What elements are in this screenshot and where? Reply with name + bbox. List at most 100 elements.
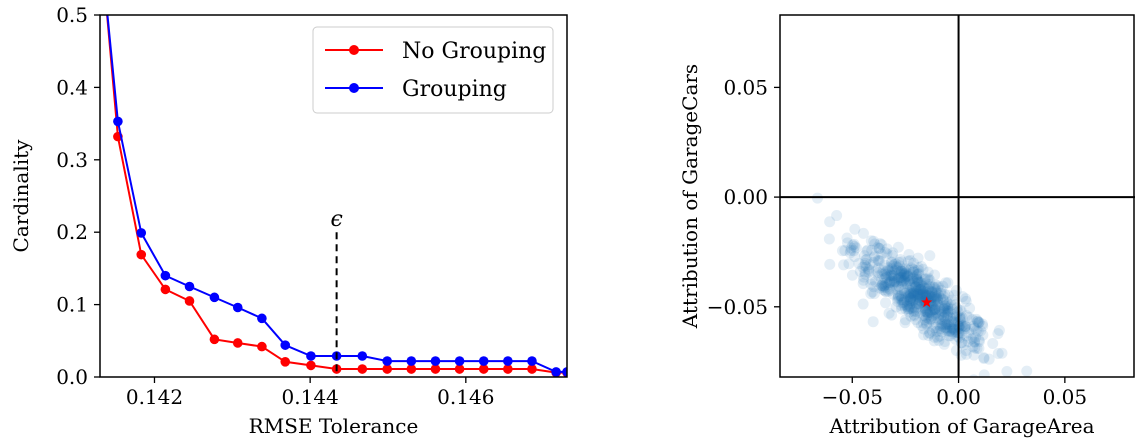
scatter-point [876, 248, 888, 260]
data-point [503, 364, 513, 374]
scatter-point [886, 269, 898, 281]
scatter-point [973, 342, 985, 354]
scatter-point [905, 298, 917, 310]
legend-swatch-marker [349, 45, 359, 55]
scatter-point [934, 320, 946, 332]
data-point [527, 364, 537, 374]
scatter-point [912, 317, 924, 329]
scatter-point [919, 288, 931, 300]
scatter-point [892, 291, 904, 303]
scatter-point [914, 295, 926, 307]
scatter-point [930, 279, 942, 291]
scatter-point [923, 278, 935, 290]
scatter-point [960, 345, 972, 357]
scatter-point [925, 314, 937, 326]
scatter-point [858, 271, 870, 283]
scatter-point [904, 254, 916, 266]
scatter-point [894, 268, 906, 280]
attribution-scatter-chart: −0.05 0.00 0.05 −0.05 0.00 0.05 Attribution o… [678, 14, 1135, 438]
scatter-point [941, 325, 953, 337]
scatter-point [892, 280, 904, 292]
scatter-point [907, 263, 919, 275]
scatter-point [895, 290, 907, 302]
x-axis-label: Attribution of GarageArea [828, 414, 1094, 438]
scatter-point [942, 300, 954, 312]
scatter-point [847, 239, 859, 251]
right-plot-frame [779, 14, 1135, 378]
scatter-point [868, 251, 880, 263]
data-point [478, 356, 489, 366]
scatter-point [901, 295, 913, 307]
scatter-point [942, 303, 954, 315]
scatter-point [905, 292, 917, 304]
scatter-point [873, 270, 885, 282]
x-tick-label: 0.00 [936, 385, 981, 409]
scatter-point [951, 302, 963, 314]
scatter-point [915, 283, 927, 295]
scatter-point [939, 335, 951, 347]
scatter-point [881, 243, 893, 255]
scatter-point [959, 321, 971, 333]
scatter-point [849, 223, 861, 235]
data-point [478, 364, 489, 374]
scatter-point [961, 310, 973, 322]
scatter-point [902, 255, 914, 267]
scatter-point [911, 285, 923, 297]
scatter-point [872, 241, 884, 253]
scatter-point [894, 290, 906, 302]
scatter-point [910, 306, 922, 318]
scatter-point [939, 315, 951, 327]
scatter-point [888, 270, 900, 282]
scatter-point [942, 305, 954, 317]
scatter-point [906, 302, 918, 314]
scatter-point [958, 339, 970, 351]
data-point [280, 356, 291, 367]
scatter-point [899, 272, 911, 284]
scatter-point [940, 321, 952, 333]
scatter-point [898, 299, 910, 311]
scatter-point [945, 299, 957, 311]
scatter-point [892, 262, 904, 274]
scatter-point [876, 280, 888, 292]
scatter-point [926, 310, 938, 322]
scatter-point [926, 285, 938, 297]
scatter-point [947, 309, 959, 321]
scatter-point [892, 241, 904, 253]
scatter-point [942, 307, 954, 319]
scatter-point [900, 263, 912, 275]
scatter-point [927, 304, 939, 316]
scatter-point [937, 290, 949, 302]
scatter-point [890, 283, 902, 295]
scatter-point [880, 271, 892, 283]
scatter-point [943, 325, 955, 337]
scatter-point [912, 268, 924, 280]
scatter-point [911, 298, 923, 310]
scatter-point [911, 275, 923, 287]
scatter-point [913, 296, 925, 308]
scatter-point [907, 287, 919, 299]
scatter-point [964, 302, 976, 314]
scatter-point [886, 267, 898, 279]
scatter-point [903, 264, 915, 276]
scatter-point [904, 303, 916, 315]
scatter-point [938, 311, 950, 323]
scatter-point [957, 291, 969, 303]
scatter-point [896, 277, 908, 289]
scatter-point [887, 247, 899, 259]
scatter-point [841, 237, 853, 249]
y-axis-label: Cardinality [9, 139, 33, 253]
scatter-point [972, 316, 984, 328]
scatter-point [898, 296, 910, 308]
scatter-point [908, 287, 920, 299]
scatter-point [959, 323, 971, 335]
scatter-point [914, 276, 926, 288]
scatter-point [917, 309, 929, 321]
scatter-point [968, 336, 980, 348]
scatter-point [914, 288, 926, 300]
scatter-point [930, 285, 942, 297]
scatter-point [876, 268, 888, 280]
data-point [160, 270, 171, 281]
scatter-point [823, 233, 835, 245]
scatter-point [929, 331, 941, 343]
scatter-point [945, 319, 957, 331]
